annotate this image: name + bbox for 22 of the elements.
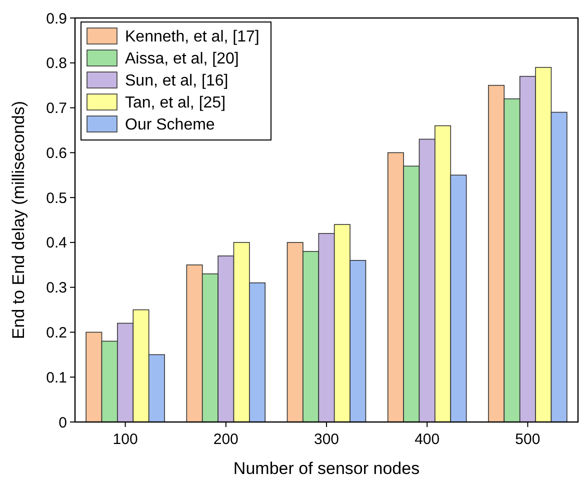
x-tick-label: 500: [515, 431, 540, 448]
y-tick-label: 0: [58, 414, 67, 432]
y-tick-label: 0.1: [46, 369, 67, 386]
x-axis-title: Number of sensor nodes: [233, 459, 420, 478]
legend-label: Tan, et al, [25]: [125, 94, 226, 112]
y-tick-label: 0.9: [46, 10, 67, 28]
legend-label: Our Scheme: [125, 116, 215, 134]
y-axis-title: End to End delay (milliseconds): [9, 100, 28, 340]
y-tick-label: 0.6: [46, 144, 67, 162]
y-tick-label: 0.7: [46, 100, 67, 118]
x-tick-label: 300: [314, 431, 340, 448]
legend-label: Kenneth, et al, [17]: [125, 28, 260, 46]
legend-label: Sun, et al, [16]: [125, 72, 228, 90]
legend-label: Aissa, et al, [20]: [125, 50, 239, 68]
y-tick-label: 0.8: [46, 55, 67, 72]
x-tick-label: 100: [112, 431, 138, 448]
x-tick-label: 200: [213, 431, 238, 448]
y-tick-label: 0.2: [46, 324, 67, 342]
y-tick-label: 0.3: [46, 280, 67, 297]
y-tick-label: 0.4: [46, 234, 67, 252]
y-tick-label: 0.5: [46, 190, 67, 207]
x-tick-label: 400: [414, 431, 440, 448]
